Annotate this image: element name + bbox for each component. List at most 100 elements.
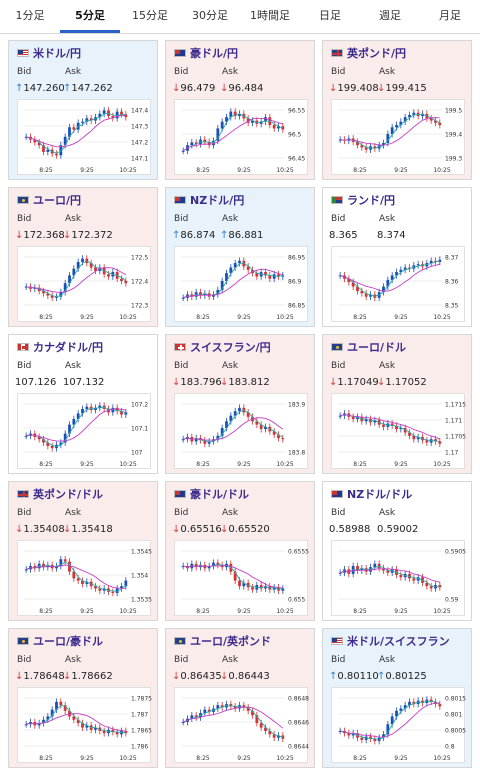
- candle-body: [395, 272, 398, 276]
- tab-4[interactable]: 1時間足: [250, 9, 290, 22]
- pair-name[interactable]: NZドル/ドル: [347, 488, 413, 501]
- candle-body: [438, 441, 442, 444]
- pair-title[interactable]: NZドル/円: [174, 192, 244, 208]
- pair-card[interactable]: ユーロ/豪ドル Bid Ask ↓1.78648 ↓1.78662 1.7875 1.787…: [8, 628, 158, 768]
- tab-1[interactable]: 5分足: [60, 0, 120, 33]
- candlestick-chart[interactable]: 1.7875 1.787 1.7865 1.786 8:25 9:25 10:25: [17, 687, 152, 763]
- candle-body: [59, 145, 63, 156]
- candle-body: [338, 730, 342, 732]
- pair-title[interactable]: NZドル/ドル: [331, 486, 412, 502]
- pair-title[interactable]: 豪ドル/円: [174, 45, 238, 61]
- pair-title[interactable]: ユーロ/英ポンド: [174, 633, 271, 649]
- tab-3[interactable]: 30分足: [192, 9, 228, 22]
- pair-card[interactable]: NZドル/ドル Bid Ask 0.58988 0.59002 0.5905 0.59 8:2…: [322, 481, 472, 621]
- ask-number: 86.881: [228, 230, 264, 241]
- pair-card[interactable]: ユーロ/円 Bid Ask ↓172.368 ↓172.372 172.5 172.4 172…: [8, 187, 158, 327]
- candlestick-chart[interactable]: 1.3545 1.354 1.3535 8:25 9:25 10:25: [17, 540, 152, 616]
- pair-card[interactable]: ユーロ/ドル Bid Ask ↓1.17049 ↓1.17052 1.1715 1.171 1…: [322, 334, 472, 474]
- candlestick-chart[interactable]: 1.1715 1.171 1.1705 1.17 8:25 9:25 10:25: [331, 393, 466, 469]
- pair-card[interactable]: 米ドル/円 Bid Ask ↑147.260 ↑147.262 147.4 147.3 147…: [8, 40, 158, 180]
- candlestick-chart[interactable]: 0.8648 0.8646 0.8644 8:25 9:25 10:25: [174, 687, 309, 763]
- pair-card[interactable]: 英ポンド/円 Bid Ask ↓199.408 ↓199.415 199.5 199.4 19…: [322, 40, 472, 180]
- pair-card[interactable]: スイスフラン/円 Bid Ask ↓183.796 ↓183.812 183.9 183.8…: [165, 334, 315, 474]
- pair-title[interactable]: 英ポンド/円: [331, 45, 406, 61]
- tab-0[interactable]: 1分足: [15, 9, 45, 22]
- tab-7[interactable]: 月足: [439, 9, 461, 22]
- candle-body: [408, 114, 411, 118]
- tab-2[interactable]: 15分足: [132, 9, 168, 22]
- pair-name[interactable]: 英ポンド/ドル: [33, 488, 104, 501]
- pair-title[interactable]: ユーロ/ドル: [331, 339, 406, 355]
- pair-name[interactable]: ユーロ/豪ドル: [33, 635, 104, 648]
- pair-card[interactable]: 米ドル/スイスフラン Bid Ask ↑0.80110 ↑0.80125 0.8015 0.…: [322, 628, 472, 768]
- pair-name[interactable]: スイスフラン/円: [190, 341, 271, 354]
- candlestick-chart[interactable]: 86.95 86.9 86.85 8:25 9:25 10:25: [174, 246, 308, 322]
- pair-name[interactable]: 米ドル/円: [33, 47, 82, 60]
- candle-body: [281, 438, 285, 440]
- pair-card[interactable]: NZドル/円 Bid Ask ↑86.874 ↑86.881 86.95 86.9 86.85…: [165, 187, 315, 327]
- candle-body: [272, 587, 276, 590]
- ask-label: Ask: [379, 655, 396, 665]
- pair-name[interactable]: NZドル/円: [190, 194, 245, 207]
- candlestick-chart[interactable]: 96.55 96.5 96.45 8:25 9:25 10:25: [174, 99, 308, 175]
- arrow-down-icon: ↓: [63, 671, 72, 682]
- pair-title[interactable]: スイスフラン/円: [174, 339, 271, 355]
- candle-body: [68, 424, 71, 434]
- y-tick-label: 1.786: [131, 744, 148, 751]
- pair-title[interactable]: 米ドル/スイスフラン: [331, 633, 450, 649]
- candlestick-chart[interactable]: 107.2 107.1 107 8:25 9:25 10:25: [17, 393, 151, 469]
- pair-name[interactable]: 米ドル/スイスフラン: [347, 635, 450, 648]
- pair-name[interactable]: 英ポンド/円: [347, 47, 407, 60]
- tab-5[interactable]: 日足: [319, 9, 341, 22]
- candle-body: [429, 699, 433, 702]
- pair-title[interactable]: 米ドル/円: [17, 45, 81, 61]
- pair-title[interactable]: ランド/円: [331, 192, 395, 208]
- candlestick-chart[interactable]: 0.6555 0.655 8:25 9:25 10:25: [174, 540, 309, 616]
- tab-6[interactable]: 週足: [379, 9, 401, 22]
- candle-body: [225, 117, 228, 122]
- pair-name[interactable]: ユーロ/円: [33, 194, 82, 207]
- candle-body: [72, 571, 76, 579]
- candlestick-chart[interactable]: 8.37 8.36 8.35 8:25 9:25 10:25: [331, 246, 465, 322]
- y-tick-label: 183.8: [288, 450, 305, 457]
- candle-body: [220, 281, 224, 290]
- candle-body: [364, 419, 368, 422]
- pair-card[interactable]: 豪ドル/ドル Bid Ask ↓0.65516 ↓0.65520 0.6555 0.655 8…: [165, 481, 315, 621]
- ma-short-line: [26, 260, 127, 298]
- candlestick-chart[interactable]: 199.5 199.4 199.3 8:25 9:25 10:25: [331, 99, 465, 175]
- pair-title[interactable]: カナダドル/円: [17, 339, 103, 355]
- y-tick-label: 1.17: [445, 450, 459, 457]
- pair-card[interactable]: 豪ドル/円 Bid Ask ↓96.479 ↓96.484 96.55 96.5 96.45 8…: [165, 40, 315, 180]
- ma-long-line: [340, 263, 440, 292]
- candlestick-chart[interactable]: 183.9 183.8 8:25 9:25 10:25: [174, 393, 308, 469]
- pair-title[interactable]: ユーロ/円: [17, 192, 81, 208]
- candle-body: [403, 705, 407, 709]
- candlestick-chart[interactable]: 0.5905 0.59 8:25 9:25 10:25: [331, 540, 466, 616]
- candlestick-chart[interactable]: 147.4 147.3 147.2 147.1 8:25 9:25 10:25: [17, 99, 151, 175]
- candle-body: [94, 407, 97, 411]
- pair-name[interactable]: 豪ドル/円: [190, 47, 239, 60]
- pair-title[interactable]: 英ポンド/ドル: [17, 486, 103, 502]
- ma-long-line: [26, 408, 126, 442]
- candle-body: [272, 734, 276, 738]
- pair-name[interactable]: 豪ドル/ドル: [190, 488, 250, 501]
- ask-label: Ask: [379, 67, 396, 77]
- candlestick-chart[interactable]: 0.8015 0.801 0.8005 0.8 8:25 9:25 10:25: [331, 687, 466, 763]
- chart-svg: 8.37 8.36 8.35 8:25 9:25 10:25: [338, 255, 459, 321]
- pair-card[interactable]: ランド/円 Bid Ask 8.365 8.374 8.37 8.36 8.35 8:25 9:2…: [322, 187, 472, 327]
- candlestick-chart[interactable]: 172.5 172.4 172.3 8:25 9:25 10:25: [17, 246, 151, 322]
- candle-body: [438, 704, 442, 707]
- candle-body: [194, 438, 198, 442]
- pair-name[interactable]: カナダドル/円: [33, 341, 104, 354]
- pair-name[interactable]: ユーロ/ドル: [347, 341, 407, 354]
- pair-name[interactable]: ユーロ/英ポンド: [190, 635, 272, 648]
- pair-name[interactable]: ランド/円: [347, 194, 396, 207]
- pair-card[interactable]: ユーロ/英ポンド Bid Ask ↓0.86435 ↓0.86443 0.8648 0.86…: [165, 628, 315, 768]
- pair-title[interactable]: ユーロ/豪ドル: [17, 633, 103, 649]
- candle-body: [120, 278, 123, 281]
- candle-body: [347, 733, 351, 736]
- pair-card[interactable]: 英ポンド/ドル Bid Ask ↓1.35408 ↓1.35418 1.3545 1.354…: [8, 481, 158, 621]
- pair-title[interactable]: 豪ドル/ドル: [174, 486, 249, 502]
- x-tick-label: 9:25: [394, 314, 408, 321]
- pair-card[interactable]: カナダドル/円 Bid Ask 107.126 107.132 107.2 107.1 107…: [8, 334, 158, 474]
